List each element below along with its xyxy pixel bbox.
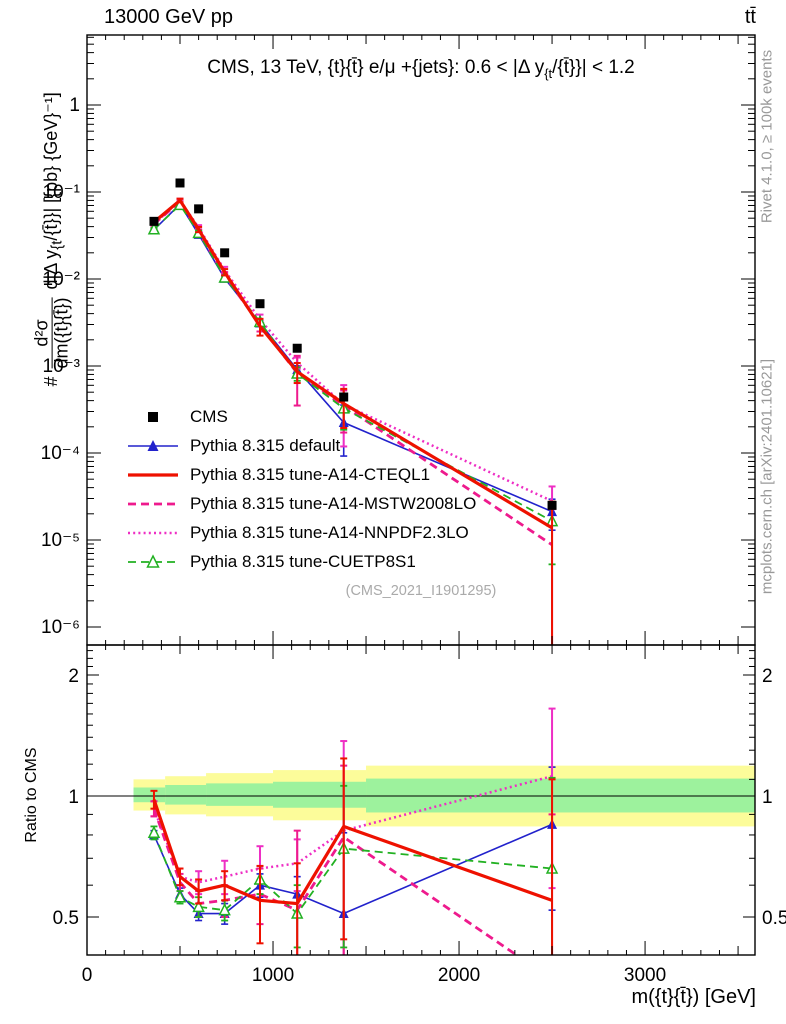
- mcplots-arxiv-note: mcplots.cern.ch [arXiv:2401.10621]: [758, 358, 776, 595]
- ratio-y-tick-label-right: 2: [762, 666, 773, 687]
- x-axis-label: m({t}{t̄}) [GeV]: [631, 986, 756, 1008]
- ratio-y-tick-label-left: 2: [68, 666, 79, 687]
- series-ratio-a14-cteql1: [150, 757, 556, 955]
- legend: CMS Pythia 8.315 default Pythia 8.315 tune…: [126, 402, 476, 576]
- analysis-id-watermark: (CMS_2021_I1901295): [345, 583, 497, 599]
- series-ratio-a14-nnpdf23lo: [150, 707, 556, 955]
- legend-item-a14-nnpdf23lo: Pythia 8.315 tune-A14-NNPDF2.3LO: [126, 518, 476, 547]
- legend-item-pythia-default: Pythia 8.315 default: [126, 431, 476, 460]
- ratio-y-tick-label-right: 0.5: [762, 908, 786, 929]
- legend-label: Pythia 8.315 tune-A14-NNPDF2.3LO: [190, 522, 469, 542]
- main-y-tick-label: 10⁻¹: [43, 182, 81, 203]
- legend-label: Pythia 8.315 default: [190, 435, 341, 455]
- legend-marker-a14-nnpdf23lo: [128, 531, 178, 534]
- x-tick-label: 0: [82, 965, 93, 986]
- legend-item-cms: CMS: [126, 402, 476, 431]
- y-axis-label: # d²σ dm({t}{t̄}) d|Δ y{t/{t̄}}| [{pb} {G…: [31, 92, 72, 387]
- ratio-panel-frame: [86, 644, 756, 956]
- ratio-y-tick-label-left: 1: [68, 787, 79, 808]
- main-y-tick-label: 10⁻²: [43, 269, 81, 290]
- legend-label: CMS: [190, 406, 228, 426]
- legend-item-a14-mstw2008lo: Pythia 8.315 tune-A14-MSTW2008LO: [126, 489, 476, 518]
- x-tick-label: 1000: [252, 965, 294, 986]
- y-axis-label-prefix: #: [40, 371, 61, 387]
- ratio-y-tick-label-right: 1: [762, 787, 773, 808]
- axis-ticks: [86, 35, 755, 955]
- x-tick-label: 2000: [438, 965, 480, 986]
- plot-title: CMS, 13 TeV, {t}{t̄} e/μ +{jets}: 0.6 < …: [207, 57, 635, 81]
- main-y-tick-label: 10⁻⁵: [41, 530, 80, 551]
- band-green: [165, 785, 207, 805]
- main-y-tick-label: 10⁻⁴: [41, 443, 80, 464]
- process-label: tt̄: [744, 6, 756, 28]
- main-y-tick-label: 10⁻³: [43, 356, 81, 377]
- ratio-y-tick-label-left: 0.5: [53, 908, 79, 929]
- legend-item-cuetp8s1: Pythia 8.315 tune-CUETP8S1: [126, 547, 476, 576]
- band-green: [273, 781, 367, 808]
- ratio-y-axis-label: Ratio to CMS: [23, 747, 40, 843]
- legend-label: Pythia 8.315 tune-A14-MSTW2008LO: [190, 493, 477, 513]
- legend-marker-pythia-default: [128, 439, 178, 451]
- band-green: [133, 787, 166, 803]
- main-y-tick-label: 1: [69, 95, 80, 116]
- legend-marker-a14-mstw2008lo: [128, 502, 178, 505]
- y-axis-label-fraction: d²σ dm({t}{t̄}): [31, 297, 72, 369]
- rivet-version-note: Rivet 4.1.0, ≥ 100k events: [758, 49, 776, 224]
- legend-marker-cuetp8s1: [128, 553, 178, 568]
- legend-item-a14-cteql1: Pythia 8.315 tune-A14-CTEQL1: [126, 460, 476, 489]
- legend-label: Pythia 8.315 tune-CUETP8S1: [190, 551, 416, 571]
- legend-label: Pythia 8.315 tune-A14-CTEQL1: [190, 464, 431, 484]
- band-green: [206, 783, 274, 806]
- legend-marker-cms: [148, 411, 158, 422]
- legend-marker-a14-cteql1: [128, 472, 178, 477]
- beam-energy-label: 13000 GeV pp: [104, 6, 233, 28]
- series-main-cms: [149, 178, 557, 510]
- x-tick-label: 3000: [624, 965, 666, 986]
- main-y-tick-label: 10⁻⁶: [41, 617, 80, 638]
